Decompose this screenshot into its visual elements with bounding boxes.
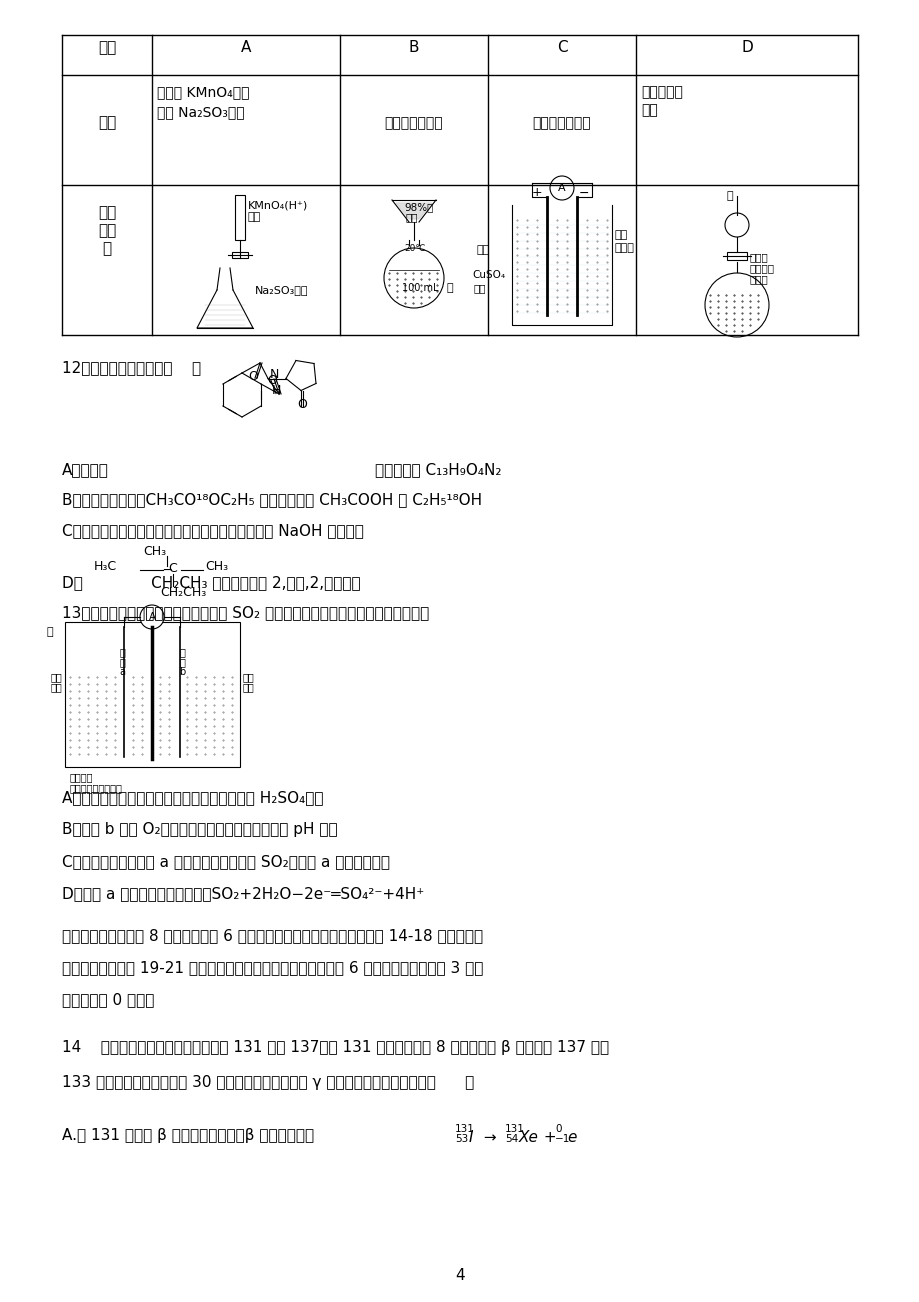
Text: O: O bbox=[248, 370, 257, 383]
Text: I: I bbox=[469, 1130, 473, 1144]
Text: 极: 极 bbox=[119, 658, 125, 667]
Text: A．该装置工作时能将化学能转变为电能，并有 H₂SO₄生成: A．该装置工作时能将化学能转变为电能，并有 H₂SO₄生成 bbox=[62, 790, 323, 805]
Text: C．气体样品应从电极 a 区域通入，样品中的 SO₂在电极 a 表面得到电子: C．气体样品应从电极 a 区域通入，样品中的 SO₂在电极 a 表面得到电子 bbox=[62, 854, 390, 868]
Text: 14    核电站核泄漏的污染物中含有碘 131 和铯 137。碘 131 的半衰期约为 8 天，会释放 β 射线；铯 137 是铯: 14 核电站核泄漏的污染物中含有碘 131 和铯 137。碘 131 的半衰期约… bbox=[62, 1040, 608, 1055]
Circle shape bbox=[704, 273, 768, 337]
Text: 54: 54 bbox=[505, 1134, 517, 1144]
Text: −1: −1 bbox=[554, 1134, 570, 1144]
Circle shape bbox=[140, 605, 164, 629]
Text: N: N bbox=[269, 368, 279, 381]
Text: 溶液: 溶液 bbox=[243, 682, 255, 691]
Text: 12．下列说法正确的是（    ）: 12．下列说法正确的是（ ） bbox=[62, 359, 201, 375]
Text: D: D bbox=[741, 40, 752, 56]
Text: 131: 131 bbox=[505, 1124, 525, 1134]
Text: 用酸性 KMnO₄溶液: 用酸性 KMnO₄溶液 bbox=[157, 85, 249, 99]
Text: KMnO₄(H⁺): KMnO₄(H⁺) bbox=[248, 201, 308, 210]
Text: a: a bbox=[119, 667, 125, 677]
Text: 硫酸: 硫酸 bbox=[51, 672, 62, 682]
Text: 水夹）: 水夹） bbox=[749, 273, 768, 284]
Text: C: C bbox=[168, 562, 177, 575]
Text: B．电极 b 表面 O₂发生还原反应，电极附近溶液的 pH 升高: B．电极 b 表面 O₂发生还原反应，电极附近溶液的 pH 升高 bbox=[62, 822, 337, 837]
Text: 密性: 密性 bbox=[641, 103, 657, 117]
Text: 二、选择题（本题共 8 小题，每小题 6 分。在每小题给出的四个选项中，第 14-18 题只有一项: 二、选择题（本题共 8 小题，每小题 6 分。在每小题给出的四个选项中，第 14… bbox=[62, 928, 482, 943]
Text: Na₂SO₃溶液: Na₂SO₃溶液 bbox=[255, 285, 308, 296]
Text: +: + bbox=[539, 1130, 556, 1144]
Text: 选项: 选项 bbox=[97, 40, 116, 56]
Text: 98%液: 98%液 bbox=[403, 202, 433, 212]
Text: 溶液: 溶液 bbox=[473, 283, 486, 293]
Text: +: + bbox=[531, 186, 541, 199]
Text: （关闭止: （关闭止 bbox=[749, 263, 774, 273]
Text: A.碘 131 释放的 β 射线由氦核组成，β 衰变的方程是: A.碘 131 释放的 β 射线由氦核组成，β 衰变的方程是 bbox=[62, 1128, 313, 1143]
Text: 水: 水 bbox=[47, 628, 53, 637]
Text: A: A bbox=[241, 40, 251, 56]
Polygon shape bbox=[395, 203, 432, 219]
Text: −: − bbox=[578, 186, 588, 199]
Text: C: C bbox=[556, 40, 567, 56]
Bar bbox=[726, 253, 746, 260]
Bar bbox=[232, 253, 248, 258]
Text: 滴定 Na₂SO₃溶液: 滴定 Na₂SO₃溶液 bbox=[157, 105, 244, 118]
Text: 目的: 目的 bbox=[97, 116, 116, 130]
Text: 符合题目要求，第 19-21 题有多项符合题目要求。全部选对的得 6 分，选对但不全的得 3 分，: 符合题目要求，第 19-21 题有多项符合题目要求。全部选对的得 6 分，选对但… bbox=[62, 960, 482, 975]
Circle shape bbox=[383, 247, 444, 309]
Text: 20℃: 20℃ bbox=[403, 243, 425, 253]
Text: 待镀: 待镀 bbox=[614, 230, 628, 240]
Text: 水: 水 bbox=[447, 283, 453, 293]
Text: 止水夹: 止水夹 bbox=[749, 253, 768, 262]
Text: 131: 131 bbox=[455, 1124, 474, 1134]
Text: A: A bbox=[558, 184, 565, 193]
Text: b: b bbox=[178, 667, 185, 677]
Text: （不允许气体通过）: （不允许气体通过） bbox=[70, 783, 123, 793]
Text: 13．右图是应用电化学方法检测空气中 SO₂ 的原理示意图。下列有关说法不正确的是: 13．右图是应用电化学方法检测空气中 SO₂ 的原理示意图。下列有关说法不正确的… bbox=[62, 605, 429, 620]
Text: 电: 电 bbox=[179, 647, 185, 658]
Text: 在铁制品上镀铜: 在铁制品上镀铜 bbox=[532, 116, 591, 130]
Text: Xe: Xe bbox=[518, 1130, 539, 1144]
Text: 水: 水 bbox=[726, 191, 732, 201]
Text: D．电极 a 表面的电极反应式为：SO₂+2H₂O−2e⁻═SO₄²⁻+4H⁺: D．电极 a 表面的电极反应式为：SO₂+2H₂O−2e⁻═SO₄²⁻+4H⁺ bbox=[62, 885, 424, 901]
Bar bbox=[65, 622, 240, 767]
Bar bbox=[234, 195, 244, 240]
Text: 硫酸: 硫酸 bbox=[405, 212, 418, 223]
Text: 硫酸: 硫酸 bbox=[243, 672, 255, 682]
Text: D．              CH₂CH₃ 的系统命名为 2,甲基,2,乙基丙烷: D． CH₂CH₃ 的系统命名为 2,甲基,2,乙基丙烷 bbox=[62, 575, 360, 590]
Text: CH₂CH₃: CH₂CH₃ bbox=[160, 586, 206, 599]
Text: 装置: 装置 bbox=[97, 204, 116, 220]
Text: CuSO₄: CuSO₄ bbox=[471, 270, 505, 280]
Text: B: B bbox=[408, 40, 419, 56]
Text: CH₃: CH₃ bbox=[205, 560, 228, 573]
Text: 铁制品: 铁制品 bbox=[614, 243, 634, 253]
Text: 极: 极 bbox=[179, 658, 185, 667]
Text: CH₃: CH₃ bbox=[142, 546, 166, 559]
Text: 检查装置气: 检查装置气 bbox=[641, 85, 682, 99]
Text: 气体膜层: 气体膜层 bbox=[70, 772, 94, 783]
Text: ─: ─ bbox=[163, 564, 170, 577]
Text: 的分子式为 C₁₃H₉O₄N₂: 的分子式为 C₁₃H₉O₄N₂ bbox=[375, 462, 501, 477]
Text: 溶液: 溶液 bbox=[51, 682, 62, 691]
Text: 53: 53 bbox=[455, 1134, 468, 1144]
Text: 电: 电 bbox=[119, 647, 125, 658]
Circle shape bbox=[724, 214, 748, 237]
Circle shape bbox=[550, 176, 573, 201]
Text: B．在碱性条件下，CH₃CO¹⁸OC₂H₅ 的水解产物是 CH₃COOH 和 C₂H₅¹⁸OH: B．在碱性条件下，CH₃CO¹⁸OC₂H₅ 的水解产物是 CH₃COOH 和 C… bbox=[62, 492, 482, 506]
Text: C．在一定条件下，乙酸、氨基乙酸、蛋白质均能与 NaOH 发生反应: C．在一定条件下，乙酸、氨基乙酸、蛋白质均能与 NaOH 发生反应 bbox=[62, 523, 364, 538]
Text: O: O bbox=[297, 397, 307, 410]
Text: A．化合物: A．化合物 bbox=[62, 462, 108, 477]
Text: A: A bbox=[148, 612, 155, 622]
Text: 或操: 或操 bbox=[97, 223, 116, 238]
Text: 配制稀硫酸溶液: 配制稀硫酸溶液 bbox=[384, 116, 443, 130]
Text: 0: 0 bbox=[554, 1124, 561, 1134]
Text: 133 的同位素，半衰期约为 30 年，发生衰变时会辐射 γ 射线，下列说法正确的是（      ）: 133 的同位素，半衰期约为 30 年，发生衰变时会辐射 γ 射线，下列说法正确… bbox=[62, 1075, 473, 1090]
Text: 作: 作 bbox=[102, 241, 111, 256]
Text: e: e bbox=[566, 1130, 575, 1144]
Text: 铜片: 铜片 bbox=[476, 245, 490, 255]
Text: 4: 4 bbox=[455, 1268, 464, 1282]
Text: H: H bbox=[271, 384, 280, 397]
Text: 有选错的得 0 分。）: 有选错的得 0 分。） bbox=[62, 992, 154, 1006]
Text: O: O bbox=[267, 374, 277, 387]
Text: →: → bbox=[479, 1130, 496, 1144]
Text: 溶液: 溶液 bbox=[248, 212, 261, 223]
Text: H₃C: H₃C bbox=[94, 560, 117, 573]
Text: 100 mL: 100 mL bbox=[402, 283, 438, 293]
